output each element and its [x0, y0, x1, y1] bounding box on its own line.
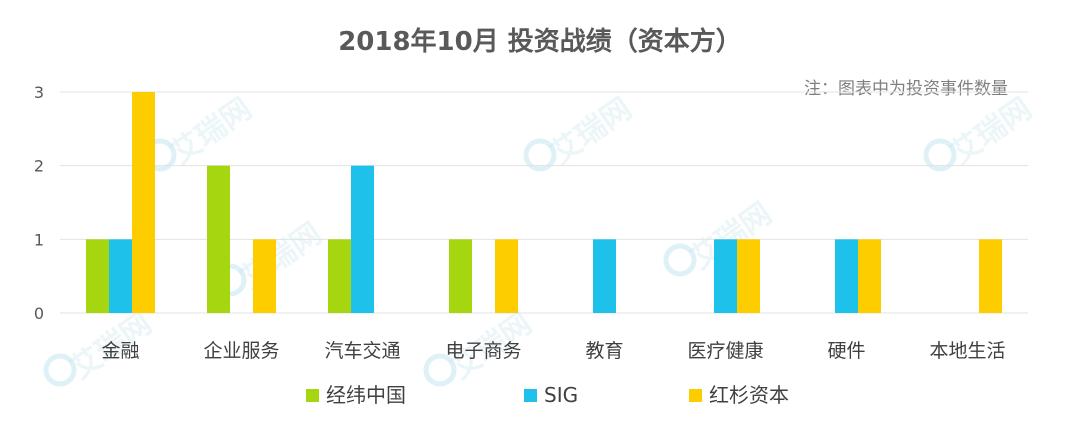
legend-swatch	[306, 389, 319, 402]
bar	[737, 239, 760, 313]
y-tick-label: 2	[34, 157, 44, 176]
bar	[714, 239, 737, 313]
legend-label: SIG	[544, 383, 578, 407]
bar	[207, 165, 230, 313]
watermark-logo-icon	[43, 353, 77, 387]
legend-label: 红杉资本	[709, 383, 789, 407]
y-axis-ticks: 0 1 2 3	[34, 83, 44, 323]
x-category-label: 医疗健康	[687, 340, 763, 362]
bar	[351, 165, 374, 313]
bar	[253, 239, 276, 313]
watermark-logo-icon	[423, 353, 457, 387]
watermark-text: 艾瑞网	[945, 91, 1039, 171]
x-category-label: 企业服务	[203, 340, 279, 362]
x-category-label: 教育	[585, 340, 623, 362]
y-tick-label: 1	[34, 230, 44, 249]
bar	[979, 239, 1002, 313]
legend-swatch	[689, 389, 702, 402]
x-axis-categories: 金融 企业服务 汽车交通 电子商务 教育 医疗健康 硬件 本地生活	[101, 340, 1005, 362]
watermark-text: 艾瑞网	[235, 216, 329, 296]
x-category-label: 金融	[101, 340, 139, 362]
x-category-label: 汽车交通	[324, 340, 400, 362]
bar	[449, 239, 472, 313]
bar	[835, 239, 858, 313]
chart-note: 注：图表中为投资事件数量	[804, 79, 1008, 99]
bar	[328, 239, 351, 313]
watermark-logo-icon	[663, 243, 697, 277]
bar	[593, 239, 616, 313]
bar	[495, 239, 518, 313]
bar	[109, 239, 132, 313]
x-category-label: 电子商务	[445, 340, 521, 362]
bar	[858, 239, 881, 313]
legend-label: 经纬中国	[326, 383, 406, 407]
watermark-text: 艾瑞网	[545, 91, 639, 171]
bar	[132, 92, 155, 313]
legend-swatch	[524, 389, 537, 402]
chart-title: 2018年10月 投资战绩（资本方）	[338, 26, 742, 57]
y-tick-label: 3	[34, 83, 44, 102]
watermark-logo-icon	[523, 138, 557, 172]
y-tick-label: 0	[34, 304, 44, 323]
watermark-text: 艾瑞网	[165, 91, 259, 171]
x-category-label: 硬件	[827, 340, 865, 362]
bars	[86, 92, 1002, 313]
watermark-logo-icon	[923, 138, 957, 172]
x-category-label: 本地生活	[929, 340, 1005, 362]
bar	[86, 239, 109, 313]
legend: 经纬中国 SIG 红杉资本	[306, 383, 789, 407]
